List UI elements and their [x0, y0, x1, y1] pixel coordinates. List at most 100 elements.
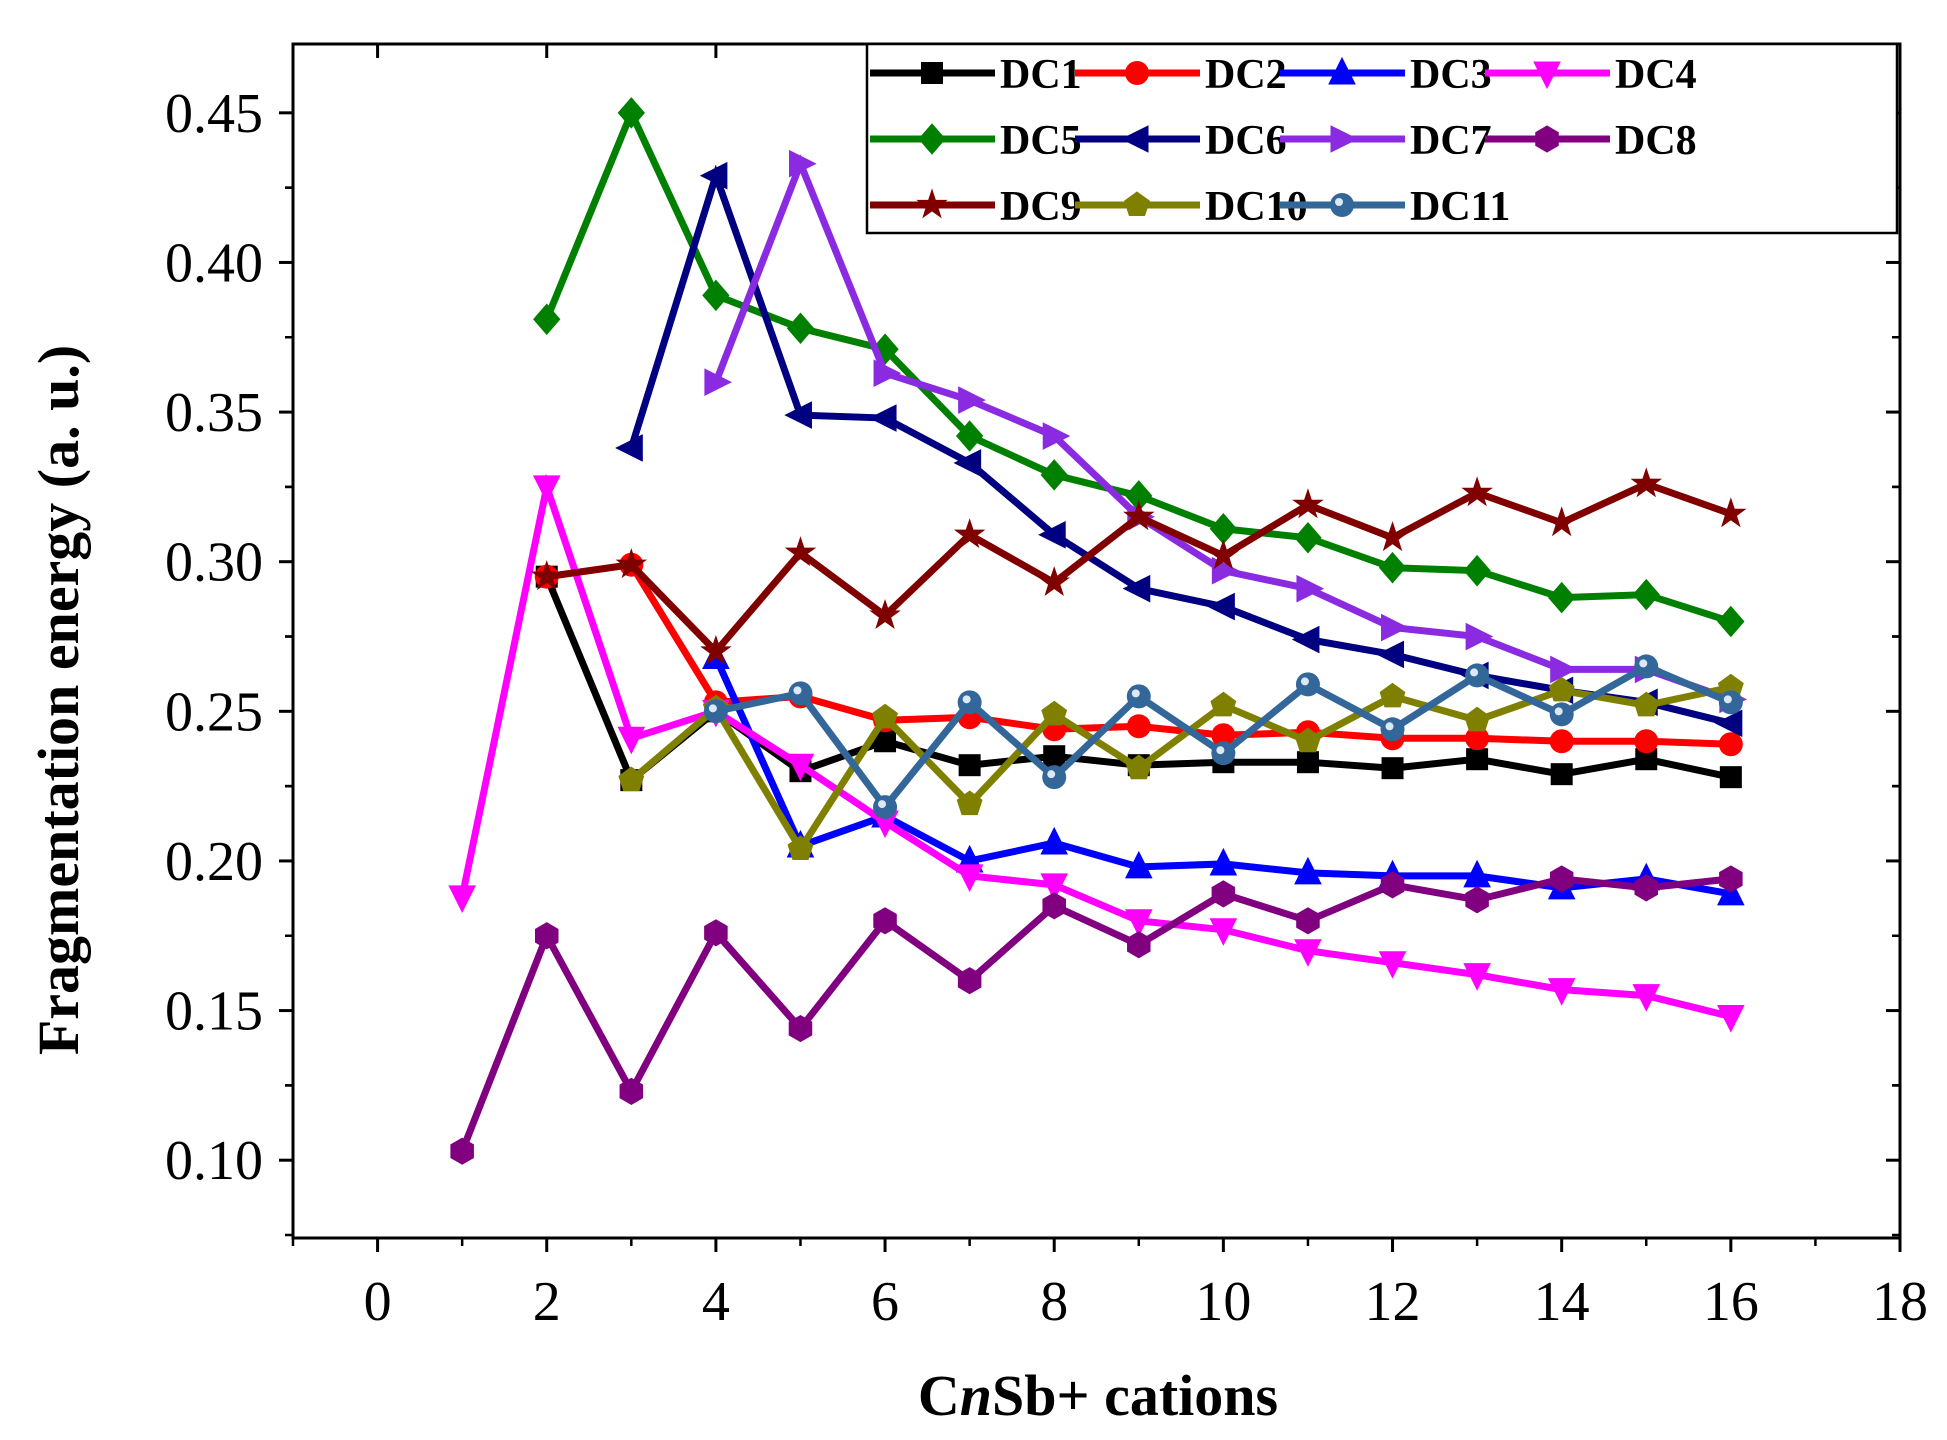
legend-item-dc11: DC11 [1280, 184, 1510, 230]
data-point [1545, 506, 1578, 537]
sphere-highlight [1554, 707, 1563, 716]
y-tick-label: 0.35 [165, 382, 263, 444]
data-point [953, 518, 986, 549]
data-point [1294, 939, 1322, 967]
sphere-highlight [1216, 746, 1225, 755]
data-point [958, 386, 986, 414]
data-point [1714, 709, 1743, 738]
legend-marker [1330, 193, 1354, 217]
legend-item-dc1: DC1 [870, 52, 1082, 98]
data-point [1376, 521, 1409, 552]
data-point [1042, 892, 1066, 920]
data-point [1211, 880, 1236, 908]
data-point [1211, 741, 1236, 766]
data-point [619, 1077, 644, 1105]
data-point [955, 420, 984, 452]
legend-label: DC7 [1410, 118, 1492, 164]
y-tick-label: 0.30 [165, 532, 263, 594]
data-point [1380, 717, 1405, 742]
series-dc9 [530, 467, 1747, 665]
legend-marker [1533, 61, 1561, 90]
data-point [1042, 422, 1071, 450]
y-tick-label: 0.10 [165, 1130, 263, 1192]
data-point [1548, 676, 1575, 702]
data-point [617, 726, 646, 755]
legend-label: DC4 [1615, 52, 1697, 98]
legend-item-dc8: DC8 [1485, 118, 1697, 164]
data-point [1038, 566, 1070, 597]
data-point [1296, 751, 1319, 774]
x-tick-label: 12 [1365, 1271, 1421, 1333]
data-point [1379, 682, 1406, 708]
data-point [702, 279, 730, 312]
data-point [953, 449, 982, 477]
data-point [1632, 578, 1660, 611]
data-point [1549, 702, 1574, 727]
data-point [530, 560, 563, 591]
data-point [1717, 605, 1745, 638]
sphere-highlight [878, 800, 887, 809]
data-point [957, 690, 982, 715]
data-point [1040, 873, 1069, 902]
data-point [1634, 729, 1659, 754]
data-point [700, 634, 732, 665]
data-point [1633, 691, 1660, 717]
y-tick-label: 0.20 [165, 831, 263, 893]
data-point [618, 766, 645, 792]
x-tick-label: 2 [533, 1271, 561, 1333]
data-point [1719, 766, 1742, 789]
legend: DC1 DC2 DC3 DC4 DC5 DC6 DC7 DC8 DC9 DC10 DC11 [865, 42, 1899, 235]
data-point [1466, 748, 1489, 771]
x-tick-label: 6 [871, 1271, 899, 1333]
legend-label: DC6 [1205, 118, 1287, 164]
legend-label: DC5 [1000, 118, 1082, 164]
series-dc4 [448, 473, 1745, 1033]
data-point [1038, 520, 1066, 549]
data-point [788, 681, 813, 706]
x-tick-label: 18 [1872, 1271, 1928, 1333]
sphere-highlight [793, 686, 802, 695]
data-point [448, 885, 476, 913]
data-point [1292, 488, 1324, 519]
data-point [615, 434, 643, 462]
series-line [629, 683, 1732, 856]
data-point [1209, 918, 1238, 946]
data-point [956, 790, 983, 816]
data-point [1718, 690, 1743, 715]
data-point [868, 404, 897, 432]
legend-item-dc3: DC3 [1280, 52, 1492, 98]
data-point [786, 312, 815, 345]
x-tick-label: 10 [1195, 1271, 1251, 1333]
data-point [1465, 622, 1494, 651]
data-point [1463, 963, 1491, 991]
legend-marker [916, 188, 948, 219]
data-point [533, 303, 561, 336]
data-point [1123, 500, 1155, 531]
legend-label: DC8 [1615, 118, 1697, 164]
data-point [1464, 706, 1491, 732]
data-point [788, 1014, 813, 1043]
sphere-highlight [1723, 695, 1732, 704]
data-point [1294, 521, 1322, 554]
data-point [958, 754, 981, 777]
y-tick-label: 0.45 [165, 83, 263, 145]
data-point [1296, 907, 1320, 935]
data-point [1209, 847, 1238, 876]
legend-marker [1330, 125, 1359, 153]
data-point [532, 475, 561, 504]
data-point [1719, 865, 1743, 893]
data-point [784, 401, 812, 429]
legend-label: DC11 [1410, 184, 1510, 230]
series-dc7 [704, 149, 1747, 714]
sphere-highlight [1335, 198, 1343, 206]
data-point [1294, 856, 1322, 885]
data-point [786, 753, 815, 782]
data-point [1718, 732, 1743, 757]
data-point [1211, 723, 1236, 748]
data-point [1381, 613, 1409, 642]
y-tick-label: 0.15 [165, 981, 263, 1043]
sphere-highlight [1047, 770, 1056, 779]
data-point [1634, 874, 1659, 902]
series-dc8 [450, 865, 1743, 1165]
